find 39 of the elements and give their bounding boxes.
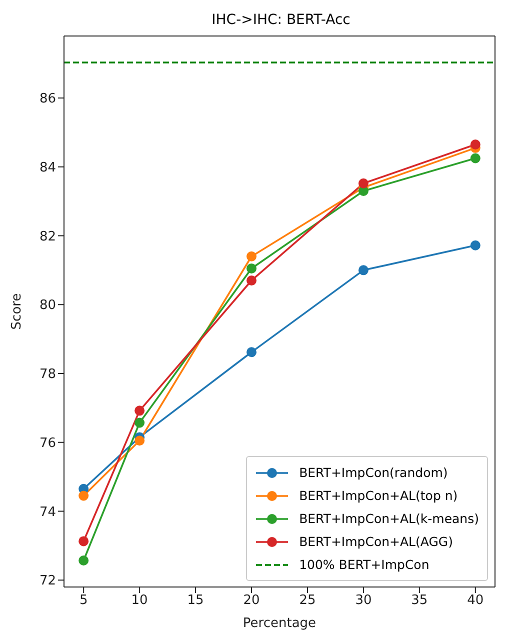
point <box>78 490 89 501</box>
point <box>134 436 145 446</box>
point <box>246 276 257 286</box>
y-tick-label: 78 <box>39 367 56 382</box>
x-axis-title: Percentage <box>242 616 316 631</box>
y-tick-label: 82 <box>39 229 56 244</box>
point <box>470 153 480 164</box>
y-tick-label: 86 <box>39 92 56 107</box>
point <box>246 347 257 358</box>
y-tick-label: 76 <box>39 436 56 451</box>
point <box>78 536 89 546</box>
legend-label: 100% BERT+ImpCon <box>299 557 430 572</box>
point <box>358 178 368 188</box>
point <box>78 555 89 566</box>
y-tick-label: 84 <box>39 160 56 176</box>
x-tick-label: 10 <box>131 593 148 608</box>
point <box>246 251 257 262</box>
chart-title: IHC->IHC: BERT-Acc <box>210 12 352 28</box>
point <box>246 263 257 274</box>
point <box>134 406 145 416</box>
legend-label: BERT+ImpCon+AL(k-means) <box>299 511 479 526</box>
legend-label: BERT+ImpCon+AL(top n) <box>299 488 458 503</box>
point <box>134 418 145 428</box>
x-tick-label: 30 <box>355 593 372 608</box>
x-tick-label: 40 <box>467 593 484 608</box>
point <box>358 265 368 276</box>
legend-label: BERT+ImpCon(random) <box>299 465 448 480</box>
point <box>470 139 480 150</box>
x-tick-label: 35 <box>411 593 428 608</box>
y-tick-label: 80 <box>39 298 56 314</box>
y-tick-label: 72 <box>39 574 56 589</box>
x-tick-label: 25 <box>299 593 316 608</box>
y-axis-title: Score <box>10 293 25 330</box>
x-tick-label: 15 <box>187 593 204 608</box>
x-tick-label: 20 <box>243 593 260 608</box>
legend-label: BERT+ImpCon+AL(AGG) <box>299 534 453 549</box>
x-tick-label: 5 <box>79 593 88 608</box>
y-tick-label: 74 <box>39 504 56 520</box>
point <box>470 240 480 250</box>
